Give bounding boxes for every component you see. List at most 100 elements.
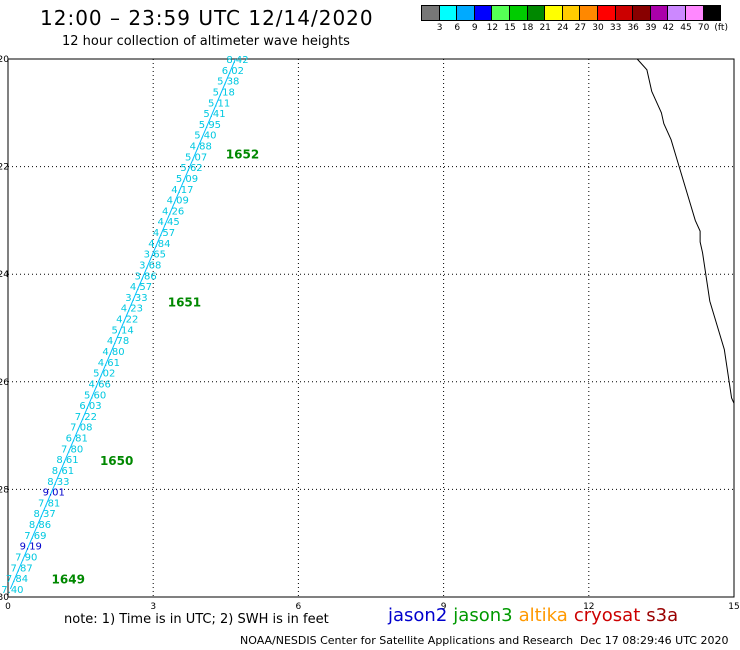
map-subtitle: 12 hour collection of altimeter wave hei… — [62, 34, 350, 49]
wave-height-label: 7.40 — [1, 585, 23, 596]
legend-label: 21 — [539, 23, 551, 33]
legend-label: 18 — [521, 23, 534, 33]
y-tick-label: -26 — [0, 378, 9, 388]
wave-height-label: 7.22 — [75, 412, 97, 423]
map-frame — [7, 58, 735, 598]
satellite-s3a: s3a — [646, 605, 679, 626]
wave-height-label: 3.68 — [139, 260, 161, 271]
pass-time-label: 1649 — [52, 573, 85, 587]
legend-label: 70 — [697, 23, 710, 33]
wave-height-label: 6.02 — [222, 66, 244, 77]
wave-height-label: 5.09 — [176, 174, 198, 185]
legend-label: 9 — [471, 23, 478, 33]
legend-labels: 3 6 9 12 15 18 21 24 27 30 33 36 39 42 45 70 (ft) — [422, 21, 728, 35]
wave-height-label: 7.69 — [24, 531, 46, 542]
wave-height-label: 7.81 — [38, 498, 60, 509]
wave-height-label: 5.07 — [185, 152, 207, 163]
x-tick-label: 0 — [5, 602, 11, 612]
legend-label: 36 — [627, 23, 639, 33]
satellite-jason3: jason3 — [453, 605, 513, 626]
wave-height-label: 4.80 — [102, 347, 124, 358]
map-title: 12:00 – 23:59 UTC 12/14/2020 — [40, 6, 374, 30]
y-tick-label: -30 — [0, 593, 9, 603]
x-tick-label: 3 — [150, 602, 156, 612]
pass-time-label: 1652 — [226, 148, 259, 162]
wave-height-label: 6.81 — [66, 434, 88, 445]
x-tick-label: 6 — [296, 602, 302, 612]
wave-height-label: 5.95 — [199, 120, 221, 131]
wave-height-label: 3.86 — [134, 271, 156, 282]
legend-label: 12 — [486, 23, 499, 33]
wave-height-label: 4.78 — [107, 336, 129, 347]
wave-height-label: 8.33 — [47, 477, 69, 488]
wave-height-label: 5.14 — [112, 325, 134, 336]
coastline — [636, 58, 735, 404]
y-tick-label: -22 — [0, 163, 9, 173]
wave-height-label: 4.45 — [157, 217, 179, 228]
pass-time-label: 1650 — [100, 454, 133, 468]
wave-height-label: 4.57 — [130, 282, 152, 293]
wave-height-label: 3.33 — [125, 293, 147, 304]
legend-label: 45 — [680, 23, 692, 33]
satellite-altika: altika — [518, 605, 568, 626]
wave-height-label: 7.08 — [70, 423, 92, 434]
legend-label: 33 — [609, 23, 622, 33]
wave-height-label: 7.84 — [6, 574, 28, 585]
legend-swatches — [421, 5, 722, 21]
satellite-jason2: jason2 — [388, 605, 448, 626]
legend-label: 39 — [645, 23, 657, 33]
wave-height-label: 5.60 — [84, 390, 106, 401]
wave-height-label: 4.22 — [116, 315, 138, 326]
wave-height-label: 8.37 — [33, 509, 55, 520]
legend-label: 27 — [574, 23, 587, 33]
wave-height-label: 4.61 — [98, 358, 120, 369]
wave-height-label: 4.57 — [153, 228, 175, 239]
wave-height-label: 3.65 — [144, 250, 166, 261]
wave-height-label: 4.26 — [162, 206, 184, 217]
wave-height-label: 8.42 — [226, 55, 248, 66]
wave-height-label: 8.61 — [52, 466, 74, 477]
legend-swatch — [702, 5, 722, 21]
legend-label: 15 — [504, 23, 516, 33]
wave-height-label: 7.87 — [10, 563, 32, 574]
y-tick-label: -24 — [0, 270, 9, 280]
wave-height-label: 7.80 — [61, 444, 83, 455]
wave-height-label: 9.19 — [20, 542, 42, 553]
legend-label: (ft) — [714, 23, 728, 33]
y-tick-label: -28 — [0, 485, 9, 495]
x-tick-label: 15 — [728, 602, 739, 612]
wave-height-label: 4.23 — [121, 304, 143, 315]
wave-height-label: 5.02 — [93, 369, 115, 380]
y-tick-label: -20 — [0, 55, 9, 65]
wave-height-label: 5.38 — [217, 77, 239, 88]
wave-height-label: 4.09 — [167, 196, 189, 207]
x-tick-label: 9 — [441, 602, 447, 612]
satellite-cryosat: cryosat — [573, 605, 641, 626]
credit-line: NOAA/NESDIS Center for Satellite Applica… — [240, 634, 574, 647]
pass-time-label: 1651 — [168, 295, 201, 309]
satellite-track — [9, 58, 236, 590]
wave-height-label: 9.01 — [43, 488, 65, 499]
wave-height-label: 4.17 — [171, 185, 193, 196]
wave-height-label: 5.62 — [180, 163, 202, 174]
wave-height-label: 6.03 — [79, 401, 101, 412]
wave-height-label: 4.88 — [190, 142, 212, 153]
wave-height-label: 5.11 — [208, 98, 230, 109]
wave-height-label: 7.90 — [15, 552, 37, 563]
wave-height-label: 5.18 — [213, 87, 235, 98]
footer-note: note: 1) Time is in UTC; 2) SWH is in fe… — [64, 612, 329, 627]
color-legend: 3 6 9 12 15 18 21 24 27 30 33 36 39 42 45 70 (ft) — [421, 5, 728, 35]
x-tick-label: 12 — [583, 602, 594, 612]
satellite-legend: jason2 jason3 altika cryosat s3a — [388, 605, 684, 626]
wave-height-label: 4.66 — [89, 379, 111, 390]
wave-height-label: 8.61 — [56, 455, 78, 466]
legend-label: 6 — [454, 23, 461, 33]
generation-timestamp: Dec 17 08:29:46 UTC 2020 — [580, 634, 729, 647]
legend-label: 24 — [557, 23, 569, 33]
wave-height-label: 8.86 — [29, 520, 51, 531]
legend-label: 30 — [592, 23, 604, 33]
wave-height-label: 5.40 — [194, 131, 216, 142]
wave-height-label: 4.84 — [148, 239, 170, 250]
legend-label: 42 — [662, 23, 675, 33]
